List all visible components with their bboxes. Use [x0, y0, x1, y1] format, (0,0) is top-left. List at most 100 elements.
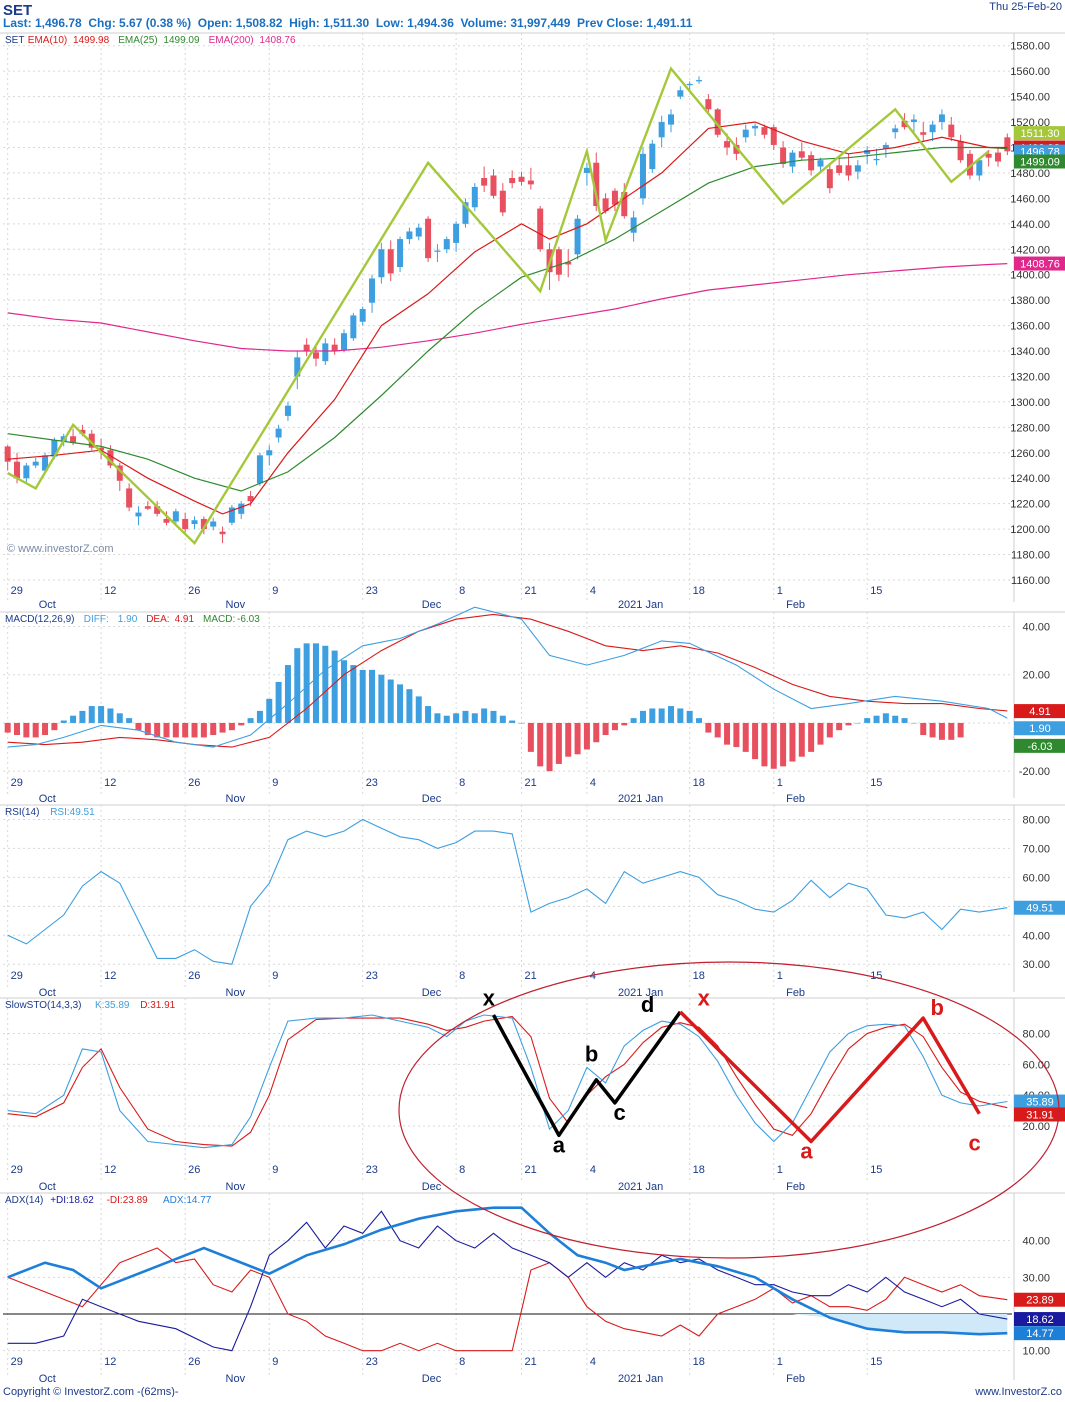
macd-hist-bar: [32, 722, 39, 738]
x-month-label: 2021 Jan: [618, 793, 663, 805]
y-tick-label: 40.00: [1022, 930, 1050, 942]
candle-body: [107, 450, 114, 466]
macd-hist-bar: [238, 722, 245, 726]
candle-body: [733, 144, 740, 154]
macd-hist-bar: [163, 722, 170, 738]
candle-body: [957, 141, 964, 161]
macd-hist-bar: [70, 715, 77, 723]
legend-item: 4.91: [175, 614, 195, 625]
macd-hist-bar: [938, 722, 945, 740]
macd-hist-bar: [518, 722, 525, 724]
x-tick-label: 29: [11, 970, 23, 982]
candle-body: [191, 520, 198, 525]
x-tick-label: 18: [693, 970, 705, 982]
macd-hist-bar: [154, 722, 161, 738]
macd-hist-bar: [79, 710, 86, 723]
x-month-label: Feb: [786, 987, 805, 999]
candle-body: [864, 150, 871, 154]
x-tick-label: 21: [525, 585, 537, 597]
value-tag-label: 1.90: [1029, 723, 1050, 735]
candle-body: [4, 446, 11, 462]
candle-body: [976, 160, 983, 176]
x-month-label: Feb: [786, 599, 805, 611]
candle-body: [873, 158, 880, 161]
x-tick-label: 9: [272, 1164, 278, 1176]
candle-body: [845, 165, 852, 176]
x-month-label: Dec: [422, 987, 442, 999]
macd-hist-bar: [481, 708, 488, 723]
x-tick-label: 18: [693, 777, 705, 789]
x-tick-label: 29: [11, 777, 23, 789]
x-tick-label: 12: [104, 970, 116, 982]
legend-item: SlowSTO(14,3,3): [5, 1000, 82, 1011]
macd-hist-bar: [817, 722, 824, 745]
y-tick-label: 30.00: [1022, 1272, 1050, 1284]
x-tick-label: 8: [459, 970, 465, 982]
x-tick-label: 8: [459, 1356, 465, 1368]
candle-body: [714, 109, 721, 135]
value-tag-label: 1408.76: [1020, 259, 1060, 271]
x-tick-label: 15: [870, 1164, 882, 1176]
x-tick-label: 9: [272, 970, 278, 982]
candle-body: [854, 165, 861, 172]
macd-hist-bar: [565, 722, 572, 757]
candle-body: [219, 531, 226, 535]
x-month-label: Nov: [226, 987, 246, 999]
value-tag: [1014, 1312, 1065, 1327]
wave-label: a: [800, 1138, 813, 1163]
macd-hist-bar: [397, 684, 404, 723]
candle-body: [630, 217, 637, 233]
ema200-line: [7, 263, 1008, 352]
candle-body: [154, 506, 161, 514]
y-tick-label: 60.00: [1022, 872, 1050, 884]
plus-di-line: [7, 1210, 1008, 1352]
y-tick-label: 1360.00: [1010, 321, 1050, 333]
adx-fill: [792, 1314, 1008, 1335]
candle-body: [1004, 137, 1011, 152]
candle-body: [14, 461, 21, 479]
x-tick-label: 9: [272, 585, 278, 597]
macd-hist-bar: [369, 669, 376, 723]
x-tick-label: 21: [525, 777, 537, 789]
candle-body: [565, 261, 572, 265]
candle-body: [425, 218, 432, 259]
macd-hist-bar: [742, 722, 749, 752]
candle-body: [985, 153, 992, 158]
y-tick-label: 1160.00: [1011, 575, 1050, 587]
y-tick-label: 1320.00: [1010, 371, 1050, 383]
macd-hist-bar: [836, 722, 843, 731]
x-tick-label: 12: [104, 585, 116, 597]
candle-body: [42, 455, 49, 471]
x-tick-label: 1: [777, 970, 783, 982]
candle-body: [966, 153, 973, 176]
macd-hist-bar: [667, 706, 674, 723]
x-tick-label: 4: [590, 777, 596, 789]
macd-hist-bar: [275, 681, 282, 723]
x-tick-label: 4: [590, 585, 596, 597]
macd-hist-bar: [864, 718, 871, 723]
macd-hist-bar: [686, 710, 693, 723]
candle-body: [761, 127, 768, 135]
macd-hist-bar: [425, 706, 432, 723]
macd-hist-bar: [752, 722, 759, 760]
legend-item: EMA(25): [118, 35, 157, 46]
y-tick-label: 1220.00: [1010, 499, 1050, 511]
candle-body: [51, 440, 58, 457]
x-tick-label: 26: [188, 970, 200, 982]
y-tick-label: 1240.00: [1010, 473, 1050, 485]
y-tick-label: 40.00: [1022, 621, 1050, 633]
x-tick-label: 23: [366, 970, 378, 982]
macd-hist-bar: [789, 722, 796, 762]
macd-hist-bar: [415, 696, 422, 723]
x-tick-label: 9: [272, 777, 278, 789]
candle-body: [836, 165, 843, 173]
x-tick-label: 21: [525, 970, 537, 982]
value-tag-label: 35.89: [1026, 1097, 1054, 1109]
panels: 1160.001180.001200.001220.001240.001260.…: [0, 32, 1065, 1398]
y-tick-label: 1300.00: [1010, 397, 1050, 409]
candle-body: [294, 357, 301, 377]
y-tick-label: 60.00: [1022, 1059, 1050, 1071]
candle-body: [724, 141, 731, 148]
candle-body: [583, 167, 590, 173]
x-tick-label: 26: [188, 777, 200, 789]
